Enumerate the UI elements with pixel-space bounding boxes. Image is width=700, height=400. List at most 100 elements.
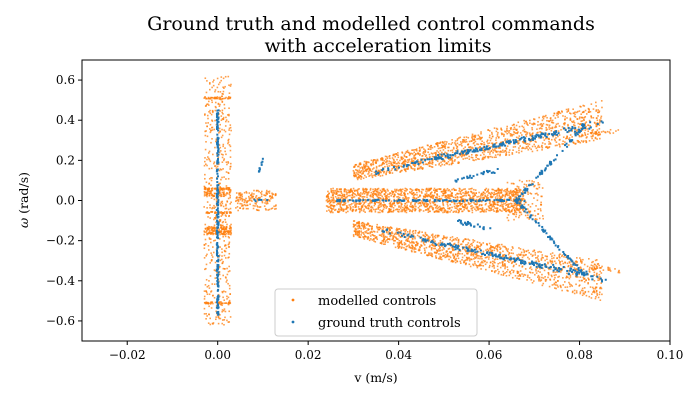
data-point [523,273,525,276]
data-point [489,246,492,249]
data-point [436,144,439,147]
data-point [369,195,372,198]
data-point [494,193,497,195]
data-point [579,123,581,125]
data-point [417,152,420,155]
data-point [428,160,431,163]
data-point [221,304,223,307]
data-point [588,268,591,271]
data-point [220,136,223,139]
data-point [212,294,214,297]
data-point [505,201,508,203]
data-point [371,225,373,228]
data-point [518,247,520,249]
data-point [477,137,480,140]
data-point [463,260,465,262]
data-point [223,230,226,233]
data-point [580,289,583,292]
data-point [459,204,461,207]
data-point [388,198,391,201]
data-point [209,238,212,240]
data-point [595,109,598,111]
data-point [584,109,587,112]
data-point [588,271,591,273]
data-point [250,199,252,202]
data-point [211,227,214,230]
data-point [430,191,433,194]
data-point [378,191,380,194]
data-point [411,153,414,155]
data-point [533,118,535,120]
data-point [373,171,376,173]
data-point [404,236,407,239]
data-point [489,155,492,158]
data-point [453,210,456,213]
data-point [410,192,413,195]
data-point [225,120,227,123]
data-point [425,154,428,156]
data-point [397,161,400,164]
data-point [466,157,468,159]
data-point [432,197,434,199]
data-point [222,159,225,162]
data-point [375,208,378,210]
data-point [221,248,223,250]
data-point [506,266,509,268]
data-point [271,195,273,198]
data-point [441,141,444,143]
data-point [392,235,395,237]
data-point [518,147,520,149]
data-point [473,134,476,137]
data-point [347,189,349,192]
data-point [507,204,510,207]
data-point [491,156,494,159]
data-point [418,246,421,248]
data-point [228,211,231,213]
data-point [361,196,363,198]
data-point [388,207,390,210]
data-point [208,167,211,170]
data-point [267,198,270,201]
data-point [476,138,478,140]
data-point [544,137,547,140]
data-point [413,154,416,157]
data-point [511,153,514,155]
data-point [492,188,495,191]
data-point [209,88,211,91]
data-point [252,204,255,207]
data-point [474,256,476,259]
data-point [480,208,483,211]
data-point [374,241,377,243]
data-point [584,129,587,131]
data-point [411,189,414,192]
data-point [371,176,374,179]
data-point [522,142,525,144]
data-point [478,146,481,149]
data-point [528,211,531,214]
data-point [459,190,462,193]
data-point [490,245,492,248]
data-point [357,173,359,175]
data-point [507,210,510,212]
data-point [453,257,455,259]
data-point [221,213,224,216]
data-point [261,201,264,204]
data-point [540,195,542,198]
data-point [473,141,475,144]
data-point [477,134,480,137]
data-point [384,165,386,168]
data-point [476,196,478,198]
data-point [275,194,277,196]
data-point [354,175,356,177]
data-point [214,261,217,264]
data-point [229,126,232,129]
data-point [451,158,453,161]
data-point [219,123,221,126]
data-point [416,234,419,237]
data-point [251,192,253,195]
data-point [219,265,221,268]
data-point [220,224,223,227]
data-point [387,193,389,196]
data-point [522,208,524,210]
data-point [224,291,227,293]
